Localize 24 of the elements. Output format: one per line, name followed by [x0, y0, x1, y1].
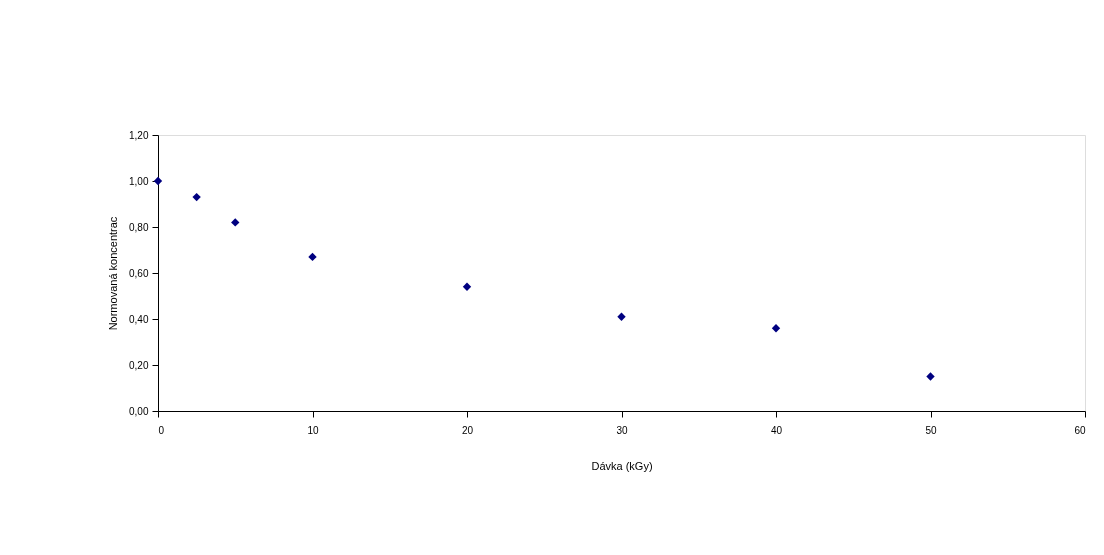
point: [153, 176, 163, 186]
point: [617, 312, 626, 321]
x-axis-title: Dávka (kGy): [591, 459, 653, 472]
x-tick-label: 10: [307, 424, 319, 436]
point: [462, 282, 472, 291]
x-tick-label: 0: [158, 424, 165, 436]
y-tick-label: 0,40: [129, 313, 149, 325]
point: [308, 252, 317, 262]
point: [771, 324, 781, 333]
y-tick-label: 0,60: [129, 267, 149, 279]
y-tick-label: 1,00: [129, 175, 149, 187]
x-tick-label: 30: [616, 424, 628, 436]
x-tick-label: 50: [925, 424, 937, 436]
y-tick-label: 0,80: [129, 221, 149, 233]
x-tick-label: 60: [1074, 424, 1086, 436]
x-tick-label: 20: [461, 424, 474, 436]
y-tick-label: 0,20: [129, 359, 149, 371]
y-tick-label: 1,20: [129, 129, 149, 141]
point: [231, 218, 240, 227]
point: [192, 192, 201, 202]
y-axis-title: Normovaná koncentrac: [107, 216, 120, 331]
y-tick-label: 0,00: [129, 405, 149, 417]
point: [926, 372, 935, 381]
x-tick-label: 40: [770, 424, 783, 436]
